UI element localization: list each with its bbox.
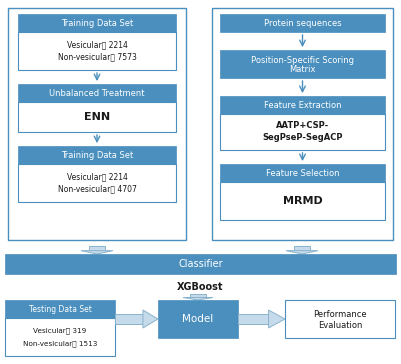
Text: Training Data Set: Training Data Set <box>61 19 133 28</box>
Text: Performance: Performance <box>313 310 367 319</box>
Text: Unbalanced Treatment: Unbalanced Treatment <box>49 88 145 98</box>
Text: Testing Data Set: Testing Data Set <box>28 305 91 313</box>
Text: Non-vesicular： 4707: Non-vesicular： 4707 <box>58 185 136 194</box>
Bar <box>220 14 385 32</box>
Text: Non-vesicular： 1513: Non-vesicular： 1513 <box>23 340 97 347</box>
Text: Position-Specific Scoring: Position-Specific Scoring <box>251 56 354 65</box>
Bar <box>18 164 176 202</box>
Text: Non-vesicular： 7573: Non-vesicular： 7573 <box>58 53 136 62</box>
Bar <box>220 164 385 182</box>
Text: Evaluation: Evaluation <box>318 321 362 331</box>
Text: Classifier: Classifier <box>178 259 223 269</box>
Text: Model: Model <box>182 314 214 324</box>
Text: Feature Selection: Feature Selection <box>266 169 339 178</box>
Bar <box>5 318 115 356</box>
Bar <box>220 96 385 114</box>
Text: XGBoost: XGBoost <box>177 282 224 292</box>
Bar <box>18 146 176 164</box>
Polygon shape <box>183 297 213 300</box>
Text: Vesicular： 2214: Vesicular： 2214 <box>67 172 128 181</box>
Text: SegPseP-SegACP: SegPseP-SegACP <box>262 134 343 142</box>
Bar <box>220 50 385 78</box>
Text: ENN: ENN <box>84 112 110 122</box>
Bar <box>220 114 385 150</box>
Bar <box>238 314 269 324</box>
Text: Protein sequences: Protein sequences <box>264 19 341 28</box>
Bar <box>5 254 396 274</box>
Text: Training Data Set: Training Data Set <box>61 150 133 159</box>
Bar <box>18 14 176 32</box>
Bar <box>285 300 395 338</box>
Text: Vesicular： 319: Vesicular： 319 <box>33 327 87 334</box>
Bar <box>18 32 176 70</box>
Bar <box>18 84 176 102</box>
Text: MRMD: MRMD <box>283 196 322 206</box>
Polygon shape <box>81 251 113 254</box>
Bar <box>18 102 176 132</box>
Text: Matrix: Matrix <box>289 64 316 74</box>
Bar <box>89 246 105 251</box>
Bar <box>294 246 310 251</box>
Bar <box>190 294 206 297</box>
Bar <box>115 314 143 324</box>
Bar <box>158 300 238 338</box>
Polygon shape <box>286 251 318 254</box>
Text: Vesicular： 2214: Vesicular： 2214 <box>67 40 128 49</box>
Polygon shape <box>269 310 285 328</box>
Text: Feature Extraction: Feature Extraction <box>264 100 341 110</box>
Bar <box>212 8 393 240</box>
Bar <box>220 182 385 220</box>
Bar <box>8 8 186 240</box>
Polygon shape <box>143 310 158 328</box>
Bar <box>5 300 115 318</box>
Text: AATP+CSP-: AATP+CSP- <box>276 122 329 131</box>
